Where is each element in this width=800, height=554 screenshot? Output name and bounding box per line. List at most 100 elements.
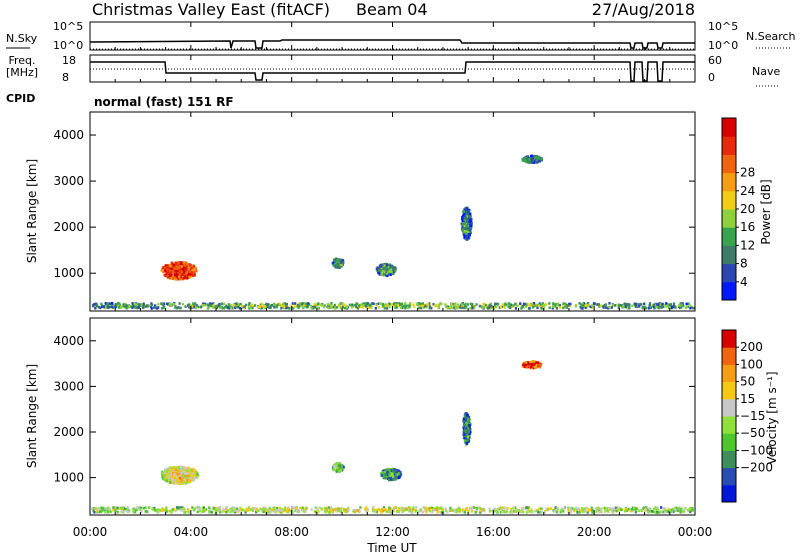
velocity-echo-cell-5 [371,509,375,513]
velocity-echo-cell-5 [197,506,200,510]
velocity-echo-cell-5 [174,509,177,513]
power-echo-cell-5 [548,306,551,309]
velocity-echo-cell-5 [634,510,637,514]
power-echo-cell-5 [494,303,497,306]
velocity-echo-cell-5 [575,509,579,512]
power-echo-cell-5 [365,302,368,305]
velocity-echo-cell-5 [158,510,161,513]
power-echo-cell-5 [440,302,443,305]
velocity-echo-cell-5 [231,506,234,509]
power-echo-cell-5 [426,302,429,306]
power-echo-cell-4 [465,229,468,232]
velocity-echo-cell-4 [464,415,467,419]
velocity-echo-cell-5 [666,510,669,513]
velocity-echo-cell-5 [163,508,167,511]
power-echo-cell-4 [467,226,470,230]
power-echo-cell-5 [200,305,203,308]
velocity-echo-cell-5 [585,506,588,510]
power-echo-cell-5 [469,307,472,310]
power-echo-cell-5 [593,302,596,305]
velocity-echo-cell-5 [109,507,112,511]
power-echo-cell-4 [463,218,466,221]
power-echo-cell-0 [193,273,196,277]
power-echo-cell-5 [285,305,288,308]
velocity-echo-cell-5 [452,509,455,512]
velocity-echo-cell-5 [187,508,190,511]
power-echo-cell-5 [566,304,569,307]
power-echo-cell-0 [190,265,193,268]
power-echo-cell-3 [533,159,536,163]
power-echo-cell-5 [266,305,269,308]
power-echo-cell-5 [161,303,164,306]
power-echo-cell-5 [237,305,240,309]
power-echo-cell-5 [660,306,663,309]
power-echo-cell-4 [467,228,470,231]
velocity-echo-cell-0 [191,468,194,471]
velocity-echo-cell-1 [332,468,335,472]
power-echo-cell-5 [617,303,621,307]
power-echo-cell-2 [377,266,380,270]
velocity-echo-cell-5 [316,508,320,511]
velocity-echo-cell-5 [271,506,275,510]
velocity-echo-cell-3 [540,362,543,366]
velocity-echo-cell-5 [234,510,237,514]
velocity-echo-cell-5 [615,509,618,513]
velocity-echo-cell-0 [169,481,172,484]
power-panel: 1000 2000 3000 4000 Slant Range [km] [25,111,696,312]
power-echo-cell-5 [408,305,411,309]
velocity-echo-cell-5 [475,506,478,510]
nsky-label: N.Sky [6,32,38,45]
velocity-echo-cell-1 [337,462,340,465]
velocity-echo-cell-0 [180,466,183,470]
power-echo-cell-5 [377,302,380,305]
power-echo-cell-2 [386,268,389,272]
power-echo-cell-3 [535,161,538,164]
power-echo-cell-5 [323,304,326,307]
power-echo-cell-5 [508,302,511,305]
velocity-echo-cell-5 [285,509,289,513]
power-echo-cell-5 [235,302,238,305]
velocity-echo-cell-0 [196,474,199,477]
power-echo-cell-0 [184,269,187,272]
power-echo-cell-5 [203,304,206,307]
velocity-echo-cell-2 [393,473,396,477]
power-echo-cell-5 [328,303,331,307]
power-echo-cell-5 [343,306,347,310]
power-echo-cell-5 [486,306,489,310]
power-echo-cell-5 [465,305,468,309]
velocity-echo-cell-5 [634,506,637,510]
power-echo-cell-5 [644,306,648,310]
velocity-echo-cell-5 [264,507,268,510]
velocity-y-tick-label: 4000 [53,334,84,348]
velocity-echo-cell-2 [397,469,401,473]
power-echo-cell-5 [393,302,396,306]
velocity-echo-cell-0 [163,478,166,481]
power-echo-cell-5 [503,306,506,309]
velocity-echo-cell-5 [491,509,494,513]
velocity-echo-cell-5 [543,511,546,514]
velocity-echo-cell-5 [617,508,620,511]
velocity-echo-cell-5 [467,510,470,513]
power-echo-cell-0 [164,264,167,267]
power-echo-cell-5 [540,306,543,310]
power-echo-cell-5 [409,302,412,305]
velocity-echo-cell-5 [256,509,259,513]
velocity-echo-cell-5 [314,510,317,514]
power-echo-cell-0 [165,270,168,274]
power-echo-cell-0 [178,262,181,265]
velocity-echo-cell-5 [691,507,694,510]
power-echo-cell-5 [415,302,418,306]
power-echo-cell-5 [604,303,607,306]
power-echo-cell-1 [332,261,335,265]
velocity-echo-cell-5 [405,507,408,511]
power-echo-cell-0 [178,270,181,273]
power-echo-cell-5 [250,303,253,306]
velocity-echo-cell-5 [638,509,641,513]
velocity-echo-cell-5 [219,510,222,514]
power-echo-cell-5 [327,306,330,310]
power-echo-cell-5 [222,302,225,306]
power-echo-cell-5 [687,302,690,305]
velocity-echo-cell-5 [550,507,553,510]
power-echo-cell-5 [600,304,603,308]
power-echo-cell-0 [174,264,177,268]
